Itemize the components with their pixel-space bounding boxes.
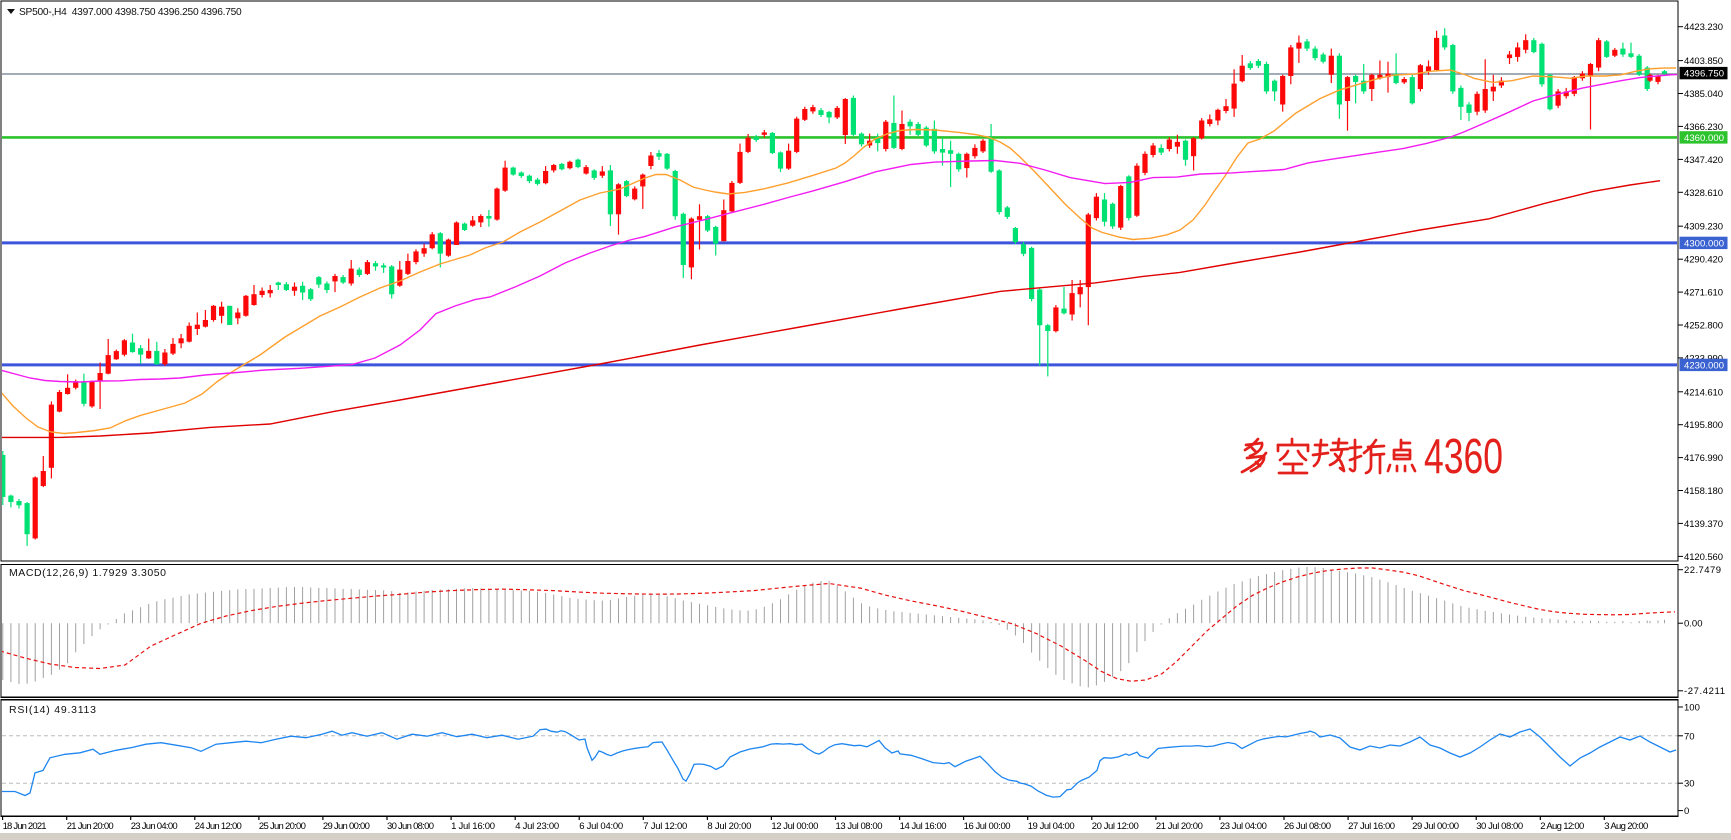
svg-text:4195.800: 4195.800	[1684, 420, 1723, 431]
svg-text:12 Jul 00:00: 12 Jul 00:00	[771, 821, 818, 832]
svg-text:25 Jun 20:00: 25 Jun 20:00	[259, 821, 306, 832]
svg-text:SP500-,H4 4397.000 4398.750 4: SP500-,H4 4397.000 4398.750 4396.250 439…	[19, 7, 242, 18]
svg-text:4396.750: 4396.750	[1684, 69, 1724, 80]
svg-text:30 Jun 08:00: 30 Jun 08:00	[387, 821, 434, 832]
svg-text:4328.610: 4328.610	[1684, 188, 1723, 199]
svg-text:6 Jul 04:00: 6 Jul 04:00	[579, 821, 623, 832]
svg-text:4158.180: 4158.180	[1684, 486, 1723, 497]
svg-text:4290.420: 4290.420	[1684, 255, 1723, 266]
svg-text:1 Jul 16:00: 1 Jul 16:00	[451, 821, 495, 832]
svg-text:4309.230: 4309.230	[1684, 222, 1723, 233]
svg-text:19 Jul 04:00: 19 Jul 04:00	[1028, 821, 1075, 832]
svg-text:14 Jul 16:00: 14 Jul 16:00	[900, 821, 947, 832]
svg-text:4423.230: 4423.230	[1684, 22, 1723, 33]
svg-text:30 Jul 08:00: 30 Jul 08:00	[1476, 821, 1523, 832]
svg-text:4271.610: 4271.610	[1684, 288, 1723, 299]
svg-text:70: 70	[1684, 731, 1695, 742]
svg-text:4 Jul 23:00: 4 Jul 23:00	[515, 821, 559, 832]
svg-text:4214.610: 4214.610	[1684, 387, 1723, 398]
svg-text:4403.850: 4403.850	[1684, 56, 1723, 67]
svg-text:8 Jul 20:00: 8 Jul 20:00	[707, 821, 751, 832]
svg-text:4385.040: 4385.040	[1684, 89, 1723, 100]
svg-text:-27.4211: -27.4211	[1684, 686, 1725, 697]
svg-text:2 Aug 12:00: 2 Aug 12:00	[1540, 821, 1584, 832]
svg-text:16 Jul 00:00: 16 Jul 00:00	[964, 821, 1011, 832]
svg-text:3 Aug 20:00: 3 Aug 20:00	[1604, 821, 1648, 832]
svg-text:4360.000: 4360.000	[1684, 133, 1724, 144]
svg-text:20 Jul 12:00: 20 Jul 12:00	[1092, 821, 1139, 832]
svg-text:7 Jul 12:00: 7 Jul 12:00	[643, 821, 687, 832]
svg-text:29 Jun 00:00: 29 Jun 00:00	[323, 821, 370, 832]
svg-text:4176.990: 4176.990	[1684, 453, 1723, 464]
svg-text:22.7479: 22.7479	[1684, 565, 1721, 576]
svg-text:26 Jul 08:00: 26 Jul 08:00	[1284, 821, 1331, 832]
svg-text:RSI(14) 49.3113: RSI(14) 49.3113	[9, 704, 96, 716]
svg-text:4347.420: 4347.420	[1684, 155, 1723, 166]
svg-text:4366.230: 4366.230	[1684, 122, 1723, 133]
svg-text:0.00: 0.00	[1684, 619, 1703, 630]
svg-text:27 Jul 16:00: 27 Jul 16:00	[1348, 821, 1395, 832]
svg-text:21 Jun 20:00: 21 Jun 20:00	[67, 821, 114, 832]
svg-text:0: 0	[1684, 806, 1689, 817]
svg-text:4230.000: 4230.000	[1684, 360, 1724, 371]
svg-text:100: 100	[1684, 703, 1700, 714]
svg-text:18 Jun 2021: 18 Jun 2021	[3, 821, 47, 832]
svg-text:29 Jul 00:00: 29 Jul 00:00	[1412, 821, 1459, 832]
svg-text:4360: 4360	[1424, 430, 1503, 484]
svg-text:13 Jul 08:00: 13 Jul 08:00	[836, 821, 883, 832]
svg-text:4252.800: 4252.800	[1684, 321, 1723, 332]
svg-text:21 Jul 20:00: 21 Jul 20:00	[1156, 821, 1203, 832]
svg-text:24 Jun 12:00: 24 Jun 12:00	[195, 821, 242, 832]
svg-text:4300.000: 4300.000	[1684, 238, 1724, 249]
svg-text:4139.370: 4139.370	[1684, 519, 1723, 530]
svg-text:30: 30	[1684, 779, 1695, 790]
svg-text:MACD(12,26,9) 1.7929 3.3050: MACD(12,26,9) 1.7929 3.3050	[9, 567, 166, 579]
svg-text:23 Jul 04:00: 23 Jul 04:00	[1220, 821, 1267, 832]
svg-text:4120.560: 4120.560	[1684, 552, 1723, 563]
svg-text:23 Jun 04:00: 23 Jun 04:00	[131, 821, 178, 832]
